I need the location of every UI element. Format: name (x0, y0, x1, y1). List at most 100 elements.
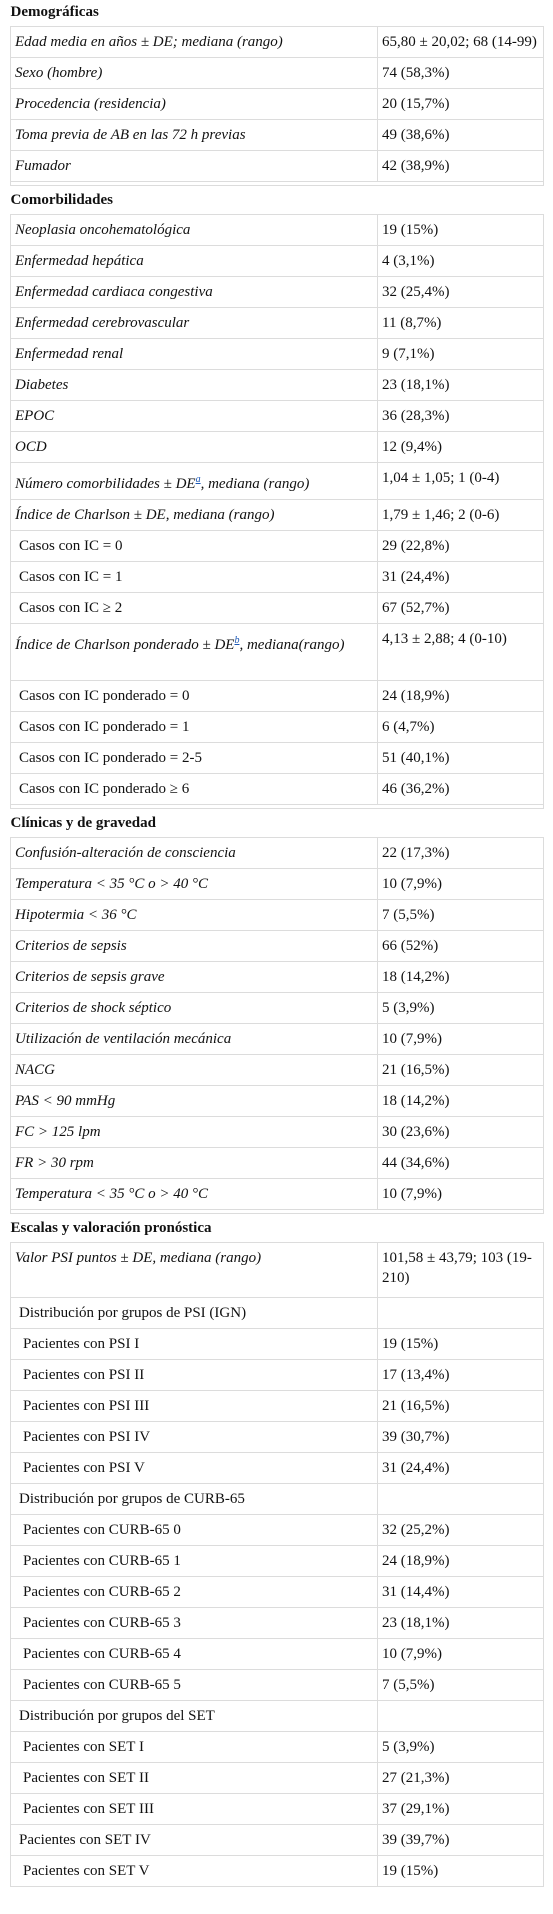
row-value: 7 (5,5%) (377, 899, 544, 931)
table-row: Fumador 42 (38,9%) (10, 150, 544, 182)
row-label: EPOC (10, 400, 378, 432)
table-row: Toma previa de AB en las 72 h previas 49 … (10, 119, 544, 151)
table-row: PAS < 90 mmHg 18 (14,2%) (10, 1085, 544, 1117)
section-spacer (10, 1209, 544, 1214)
row-label: Pacientes con SET I (10, 1731, 378, 1763)
table-row: Pacientes con PSI III 21 (16,5%) (10, 1390, 544, 1422)
row-value: 18 (14,2%) (377, 1085, 544, 1117)
row-value: 24 (18,9%) (377, 680, 544, 712)
row-value (377, 1700, 544, 1732)
table-row: Criterios de sepsis 66 (52%) (10, 930, 544, 962)
section-title: Escalas y valoración pronóstica (10, 1213, 544, 1243)
row-label: Enfermedad cerebrovascular (10, 307, 378, 339)
table-row: Índice de Charlson ± DE, mediana (rango)… (10, 499, 544, 531)
row-label: Sexo (hombre) (10, 57, 378, 89)
row-value: 17 (13,4%) (377, 1359, 544, 1391)
row-value: 10 (7,9%) (377, 1638, 544, 1670)
section-title: Comorbilidades (10, 185, 544, 215)
table-row: FC > 125 lpm 30 (23,6%) (10, 1116, 544, 1148)
table-row: Edad media en años ± DE; mediana (rango)… (10, 26, 544, 58)
section-header: Demográficas (10, 0, 544, 27)
footnote-link[interactable]: a (195, 474, 201, 485)
row-label: Enfermedad hepática (10, 245, 378, 277)
table-row: Casos con IC ≥ 2 67 (52,7%) (10, 592, 544, 624)
row-label: PAS < 90 mmHg (10, 1085, 378, 1117)
row-label-suffix: , mediana (rango) (200, 476, 310, 492)
row-value: 5 (3,9%) (377, 1731, 544, 1763)
table-row: Número comorbilidades ± DEa, mediana (ra… (10, 462, 544, 500)
row-value: 19 (15%) (377, 1328, 544, 1360)
row-label-text: Índice de Charlson ponderado ± DE (15, 637, 235, 653)
table-row: Temperatura < 35 °C o > 40 °C 10 (7,9%) (10, 1178, 544, 1210)
row-value: 29 (22,8%) (377, 530, 544, 562)
row-label: Hipotermia < 36 °C (10, 899, 378, 931)
row-value: 6 (4,7%) (377, 711, 544, 743)
row-label: Utilización de ventilación mecánica (10, 1023, 378, 1055)
row-value: 4,13 ± 2,88; 4 (0-10) (377, 623, 544, 681)
row-label: Pacientes con SET IV (10, 1824, 378, 1856)
table-row: Criterios de shock séptico 5 (3,9%) (10, 992, 544, 1024)
row-label: Pacientes con PSI I (10, 1328, 378, 1360)
table-row: Índice de Charlson ponderado ± DEb, medi… (10, 623, 544, 681)
row-label: Pacientes con CURB-65 3 (10, 1607, 378, 1639)
row-label-text: Número comorbilidades ± DE (15, 476, 196, 492)
table-row: Procedencia (residencia) 20 (15,7%) (10, 88, 544, 120)
row-label: Distribución por grupos de CURB-65 (10, 1483, 378, 1515)
table-row: Criterios de sepsis grave 18 (14,2%) (10, 961, 544, 993)
row-value: 20 (15,7%) (377, 88, 544, 120)
row-value: 23 (18,1%) (377, 1607, 544, 1639)
row-value: 31 (14,4%) (377, 1576, 544, 1608)
table-row: Pacientes con SET II 27 (21,3%) (10, 1762, 544, 1794)
row-label: Distribución por grupos del SET (10, 1700, 378, 1732)
row-value: 9 (7,1%) (377, 338, 544, 370)
row-label: Número comorbilidades ± DEa, mediana (ra… (10, 462, 378, 500)
row-value: 31 (24,4%) (377, 561, 544, 593)
table-row: Pacientes con SET IV 39 (39,7%) (10, 1824, 544, 1856)
row-label: Pacientes con CURB-65 2 (10, 1576, 378, 1608)
section-header: Clínicas y de gravedad (10, 808, 544, 838)
row-value: 21 (16,5%) (377, 1054, 544, 1086)
row-value: 65,80 ± 20,02; 68 (14-99) (377, 26, 544, 58)
row-value: 44 (34,6%) (377, 1147, 544, 1179)
section-header: Comorbilidades (10, 185, 544, 215)
row-label-suffix: , mediana(rango) (239, 637, 345, 653)
row-label: Criterios de sepsis grave (10, 961, 378, 993)
row-value: 5 (3,9%) (377, 992, 544, 1024)
table-row: Sexo (hombre) 74 (58,3%) (10, 57, 544, 89)
row-value: 7 (5,5%) (377, 1669, 544, 1701)
row-label: Casos con IC ponderado = 2-5 (10, 742, 378, 774)
row-label: Pacientes con CURB-65 4 (10, 1638, 378, 1670)
table-row: NACG 21 (16,5%) (10, 1054, 544, 1086)
table-row: Hipotermia < 36 °C 7 (5,5%) (10, 899, 544, 931)
row-label: Fumador (10, 150, 378, 182)
row-value: 42 (38,9%) (377, 150, 544, 182)
row-label: Neoplasia oncohematológica (10, 214, 378, 246)
row-label: Casos con IC = 0 (10, 530, 378, 562)
table-row: Enfermedad cardiaca congestiva 32 (25,4%) (10, 276, 544, 308)
row-value: 36 (28,3%) (377, 400, 544, 432)
row-value: 49 (38,6%) (377, 119, 544, 151)
row-label: Pacientes con CURB-65 0 (10, 1514, 378, 1546)
row-label: Pacientes con CURB-65 1 (10, 1545, 378, 1577)
table-row: Distribución por grupos de CURB-65 (10, 1483, 544, 1515)
row-value: 21 (16,5%) (377, 1390, 544, 1422)
row-value: 1,04 ± 1,05; 1 (0-4) (377, 462, 544, 500)
row-label: Pacientes con CURB-65 5 (10, 1669, 378, 1701)
row-label: Pacientes con PSI IV (10, 1421, 378, 1453)
row-value: 23 (18,1%) (377, 369, 544, 401)
row-label: Casos con IC ponderado ≥ 6 (10, 773, 378, 805)
row-label: Distribución por grupos de PSI (IGN) (10, 1297, 378, 1329)
table-row: Enfermedad renal 9 (7,1%) (10, 338, 544, 370)
row-value: 67 (52,7%) (377, 592, 544, 624)
row-label: Diabetes (10, 369, 378, 401)
row-label: Casos con IC ponderado = 0 (10, 680, 378, 712)
row-label: NACG (10, 1054, 378, 1086)
table-row: Pacientes con SET V 19 (15%) (10, 1855, 544, 1887)
row-value: 10 (7,9%) (377, 1178, 544, 1210)
row-value: 24 (18,9%) (377, 1545, 544, 1577)
row-value: 51 (40,1%) (377, 742, 544, 774)
row-label: Pacientes con SET V (10, 1855, 378, 1887)
table-row: FR > 30 rpm 44 (34,6%) (10, 1147, 544, 1179)
footnote-link[interactable]: b (234, 635, 240, 646)
